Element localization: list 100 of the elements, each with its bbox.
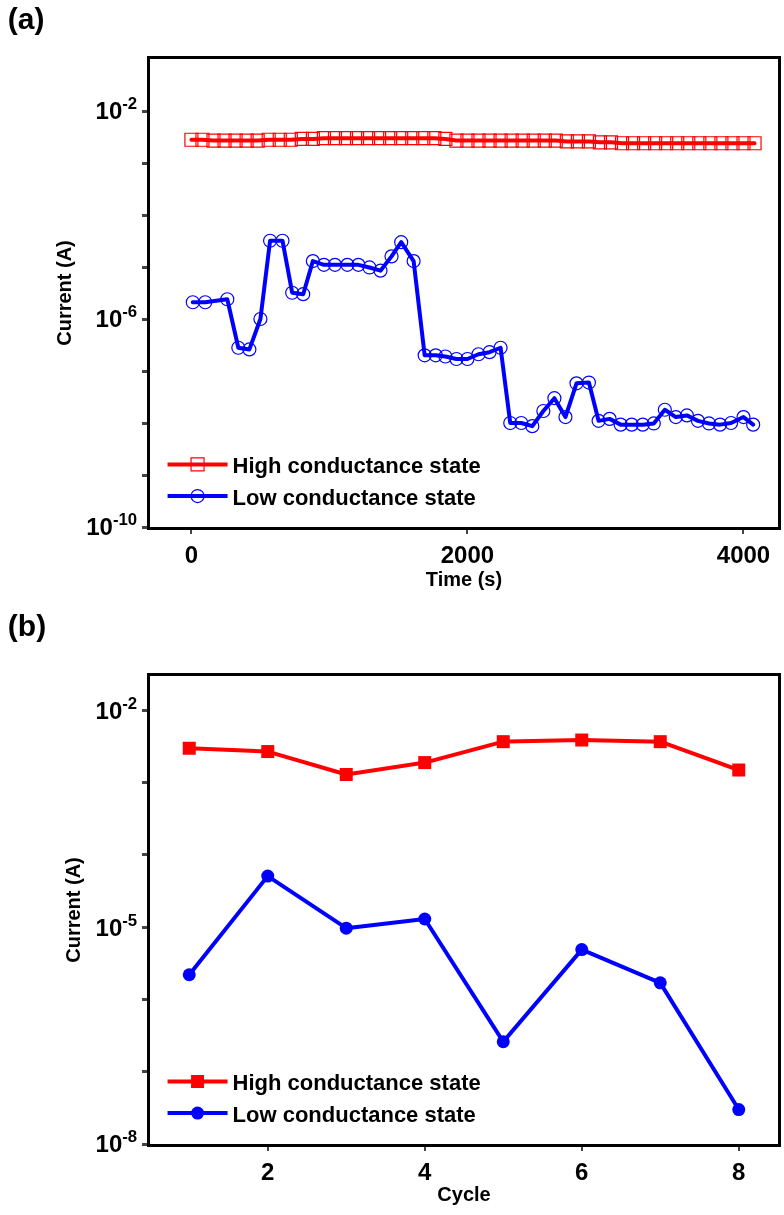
point bbox=[668, 409, 683, 425]
x-tick-label: 4 bbox=[418, 1157, 433, 1185]
point bbox=[184, 132, 199, 147]
point bbox=[242, 342, 257, 357]
point bbox=[653, 735, 667, 749]
y-tick-label: 10$^{-8}$ bbox=[95, 1127, 138, 1158]
point bbox=[537, 133, 552, 148]
point bbox=[231, 340, 246, 355]
point bbox=[736, 409, 751, 425]
point bbox=[372, 131, 387, 146]
y-axis-title: Current (A) bbox=[52, 240, 75, 346]
point bbox=[646, 416, 661, 431]
point bbox=[536, 403, 551, 419]
point bbox=[283, 132, 298, 147]
point bbox=[525, 419, 540, 434]
point bbox=[732, 1103, 746, 1117]
point bbox=[581, 134, 597, 149]
point bbox=[383, 131, 398, 146]
point bbox=[603, 135, 619, 150]
point bbox=[602, 411, 617, 426]
point bbox=[575, 733, 589, 747]
point bbox=[340, 257, 355, 272]
point bbox=[703, 136, 718, 151]
point bbox=[185, 295, 200, 310]
y-tick-label: 10$^{-2}$ bbox=[95, 94, 138, 125]
point bbox=[198, 295, 213, 310]
point bbox=[253, 311, 268, 327]
point bbox=[261, 132, 276, 147]
point bbox=[394, 131, 409, 146]
point bbox=[558, 409, 573, 425]
point bbox=[747, 136, 762, 151]
point bbox=[614, 136, 630, 151]
point bbox=[690, 413, 706, 428]
legend-label: Low conductance state bbox=[232, 1101, 476, 1127]
point bbox=[220, 292, 235, 307]
point bbox=[239, 133, 254, 148]
point bbox=[515, 133, 530, 148]
point bbox=[327, 257, 343, 272]
y-tick-label: 10$^{-2}$ bbox=[95, 693, 138, 724]
y-axis-title: Current (A) bbox=[62, 857, 85, 963]
y-tick-label: 10$^{-6}$ bbox=[95, 302, 138, 333]
point bbox=[285, 285, 300, 300]
point bbox=[182, 968, 196, 982]
point bbox=[360, 131, 376, 146]
chart-title: (b) bbox=[7, 609, 47, 642]
point bbox=[349, 131, 365, 146]
point bbox=[670, 136, 685, 151]
point bbox=[294, 131, 309, 147]
point bbox=[570, 134, 585, 149]
point bbox=[625, 136, 641, 151]
point bbox=[653, 976, 667, 990]
point bbox=[569, 376, 584, 391]
point bbox=[503, 415, 518, 431]
point bbox=[581, 375, 597, 390]
point bbox=[195, 132, 210, 147]
point bbox=[449, 133, 464, 148]
point bbox=[714, 136, 729, 151]
point bbox=[746, 417, 761, 432]
point bbox=[327, 131, 343, 146]
chart-title: (a) bbox=[7, 2, 45, 35]
point bbox=[316, 131, 332, 146]
point bbox=[228, 133, 243, 148]
legend-label: Low conductance state bbox=[232, 484, 476, 510]
point bbox=[417, 348, 432, 363]
point bbox=[493, 340, 508, 355]
point bbox=[482, 345, 497, 360]
point bbox=[548, 133, 563, 148]
point bbox=[250, 133, 265, 148]
point bbox=[272, 132, 287, 147]
x-tick-label: 4000 bbox=[716, 540, 771, 568]
point bbox=[460, 351, 475, 367]
x-tick-label: 6 bbox=[575, 1157, 589, 1185]
point bbox=[406, 253, 421, 269]
x-tick-label: 0 bbox=[184, 540, 199, 568]
point bbox=[217, 133, 232, 148]
point bbox=[624, 417, 639, 432]
point bbox=[296, 287, 311, 302]
point bbox=[418, 912, 432, 926]
point bbox=[514, 415, 529, 431]
point bbox=[339, 921, 353, 935]
point bbox=[305, 131, 320, 147]
x-axis-title: Time (s) bbox=[425, 567, 503, 590]
point bbox=[547, 391, 562, 406]
point bbox=[471, 347, 486, 362]
point bbox=[496, 735, 510, 749]
point bbox=[504, 133, 519, 148]
point bbox=[182, 741, 196, 755]
point bbox=[725, 136, 740, 151]
point bbox=[416, 131, 431, 146]
point bbox=[736, 136, 751, 151]
point bbox=[384, 249, 399, 264]
point bbox=[438, 349, 453, 364]
point bbox=[338, 131, 354, 146]
point bbox=[206, 133, 221, 148]
point bbox=[460, 133, 475, 148]
point bbox=[692, 136, 707, 151]
point bbox=[659, 136, 674, 151]
point bbox=[575, 943, 589, 957]
point bbox=[262, 233, 278, 248]
point bbox=[679, 408, 695, 423]
